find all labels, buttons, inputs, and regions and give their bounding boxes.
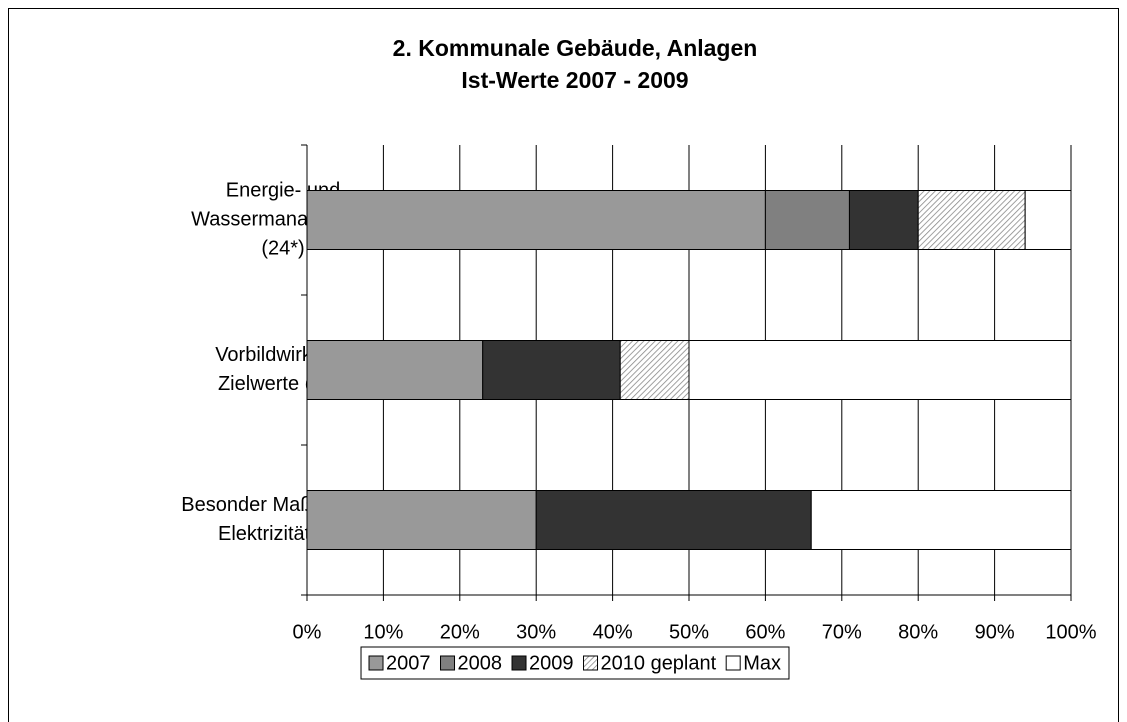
x-tick-label: 30% xyxy=(516,621,556,643)
bar-segment xyxy=(764,190,850,250)
legend-swatch xyxy=(511,655,527,671)
x-tick-label: 50% xyxy=(669,621,709,643)
chart-subtitle: Ist-Werte 2007 - 2009 xyxy=(461,67,688,93)
bar-segment xyxy=(306,190,766,250)
bar-segment xyxy=(482,340,621,400)
legend-label: 2007 xyxy=(386,652,431,674)
bar-segment xyxy=(306,340,484,400)
bar-segment xyxy=(1024,190,1072,250)
chart-title: 2. Kommunale Gebäude, Anlagen xyxy=(393,35,758,61)
x-tick-label: 70% xyxy=(822,621,862,643)
x-tick-label: 40% xyxy=(593,621,633,643)
legend-label: 2008 xyxy=(458,652,503,674)
bar-segment xyxy=(619,340,690,400)
bar-segment xyxy=(917,190,1026,250)
bar-segment xyxy=(688,340,1072,400)
legend-label: 2010 geplant xyxy=(601,652,717,674)
x-tick-label: 80% xyxy=(898,621,938,643)
x-tick-label: 0% xyxy=(293,621,322,643)
x-tick-label: 10% xyxy=(363,621,403,643)
legend-swatch xyxy=(583,655,599,671)
x-tick-label: 60% xyxy=(745,621,785,643)
legend-label: 2009 xyxy=(529,652,574,674)
bar-segment xyxy=(810,490,1072,550)
x-tick-label: 20% xyxy=(440,621,480,643)
x-tick-label: 90% xyxy=(975,621,1015,643)
legend-swatch xyxy=(725,655,741,671)
x-tick-label: 100% xyxy=(1045,621,1096,643)
legend-label: Max xyxy=(743,652,781,674)
legend-swatch xyxy=(440,655,456,671)
bar-segment xyxy=(535,490,812,550)
y-tick-label: (24*) xyxy=(261,237,304,259)
bar-segment xyxy=(848,190,919,250)
legend-box xyxy=(360,646,790,680)
legend-swatch xyxy=(368,655,384,671)
bar-segment xyxy=(306,490,537,550)
